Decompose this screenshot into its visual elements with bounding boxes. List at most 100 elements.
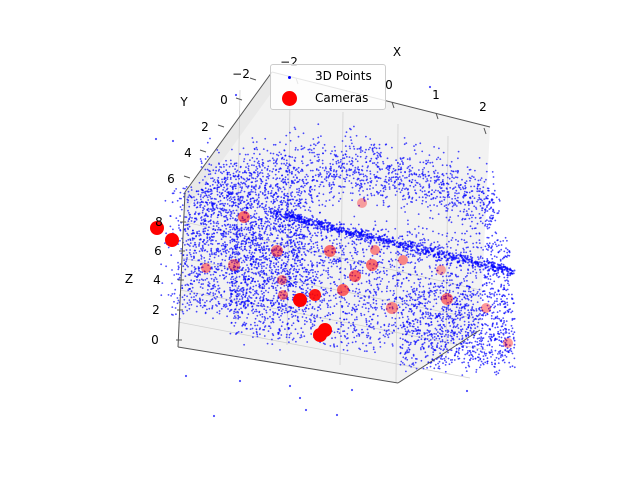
point-marker <box>241 273 244 276</box>
point-marker <box>435 180 437 183</box>
point-marker <box>240 295 243 298</box>
point-marker <box>479 317 481 320</box>
point-marker <box>179 239 181 242</box>
point-marker <box>199 195 202 198</box>
point-marker <box>286 209 288 212</box>
point-marker <box>472 303 475 306</box>
point-marker <box>258 320 261 322</box>
point-marker <box>206 272 209 275</box>
point-marker <box>324 256 327 259</box>
point-marker <box>300 327 303 330</box>
point-marker <box>223 303 225 306</box>
point-marker <box>410 341 412 344</box>
point-marker <box>498 200 501 202</box>
point-marker <box>258 186 261 189</box>
point-marker <box>188 225 191 228</box>
point-marker <box>258 224 260 227</box>
point-marker <box>298 200 301 203</box>
point-marker <box>232 165 234 168</box>
point-marker <box>197 190 200 193</box>
point-marker <box>289 228 291 231</box>
point-marker <box>243 160 245 163</box>
point-marker <box>266 245 269 248</box>
point-marker <box>217 288 219 290</box>
point-marker <box>376 190 378 193</box>
point-marker <box>346 163 348 165</box>
point-marker <box>393 300 396 303</box>
point-marker <box>438 147 440 150</box>
point-marker <box>297 223 300 226</box>
point-marker <box>356 318 358 321</box>
point-marker <box>376 307 378 309</box>
point-marker <box>264 197 267 200</box>
point-marker <box>310 251 313 254</box>
point-marker <box>288 333 291 336</box>
point-marker <box>397 253 400 256</box>
point-marker <box>438 178 440 181</box>
point-marker <box>313 155 316 158</box>
point-marker <box>191 283 194 285</box>
point-marker <box>293 265 295 268</box>
point-marker <box>231 289 234 292</box>
point-marker <box>220 238 223 241</box>
point-marker <box>344 268 347 270</box>
point-marker <box>469 294 472 296</box>
point-marker <box>239 186 242 189</box>
point-marker <box>478 232 481 235</box>
point-marker <box>358 169 360 171</box>
point-marker <box>494 291 496 294</box>
point-marker <box>390 180 393 183</box>
point-marker <box>243 190 246 193</box>
point-marker <box>359 151 362 154</box>
point-marker <box>466 274 468 277</box>
point-marker <box>237 260 240 263</box>
point-marker <box>455 199 458 202</box>
point-marker <box>228 193 231 196</box>
point-marker <box>246 327 248 330</box>
point-marker <box>341 253 343 256</box>
point-marker <box>173 292 176 295</box>
point-marker <box>287 178 289 181</box>
point-marker <box>478 342 481 345</box>
point-marker <box>380 184 383 186</box>
point-marker <box>255 330 258 333</box>
point-marker <box>265 274 268 276</box>
point-marker <box>353 215 356 218</box>
point-marker <box>402 195 404 198</box>
point-marker <box>506 350 508 353</box>
point-marker <box>230 198 233 201</box>
point-marker <box>307 229 310 232</box>
point-marker <box>238 246 241 249</box>
point-marker <box>252 234 255 237</box>
point-marker <box>479 179 482 181</box>
point-marker <box>279 228 282 231</box>
point-marker <box>467 246 469 249</box>
point-marker <box>430 323 433 326</box>
point-marker <box>247 153 249 156</box>
point-marker <box>309 288 312 291</box>
point-marker <box>267 220 269 222</box>
point-marker <box>503 256 506 259</box>
point-marker <box>222 234 225 237</box>
point-marker <box>296 265 299 267</box>
point-marker <box>302 147 304 150</box>
point-marker <box>333 195 335 198</box>
point-marker <box>232 259 235 262</box>
point-marker <box>204 175 206 178</box>
point-marker <box>295 234 298 237</box>
point-marker <box>414 262 417 264</box>
point-marker <box>247 169 250 172</box>
point-marker <box>299 259 301 262</box>
point-marker <box>307 175 309 178</box>
point-marker <box>288 273 290 276</box>
point-marker <box>421 258 424 261</box>
point-marker <box>275 230 278 232</box>
point-marker <box>343 229 346 232</box>
point-marker <box>276 177 279 180</box>
point-marker <box>256 206 259 209</box>
point-marker <box>313 143 315 146</box>
point-marker <box>370 192 372 195</box>
point-marker <box>341 163 344 166</box>
point-marker <box>179 215 182 217</box>
point-marker <box>233 245 236 248</box>
